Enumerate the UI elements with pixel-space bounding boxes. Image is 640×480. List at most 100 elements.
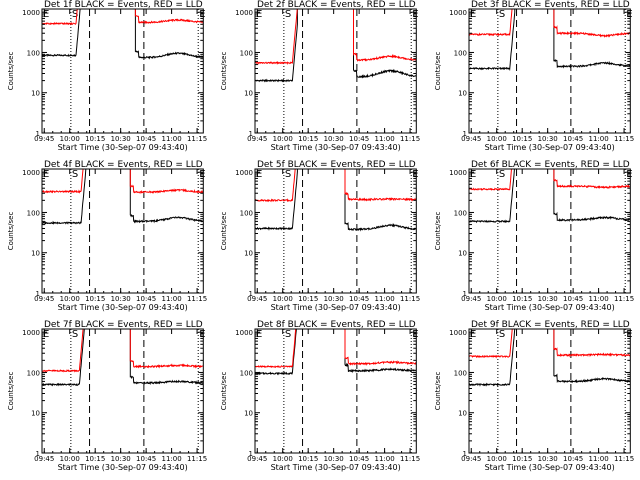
events-series-line [42,329,204,387]
start-marker-label: S [72,9,78,20]
plot-frame [468,328,631,454]
y-tick-label: 1 [463,130,467,138]
panel-title: Det 7f BLACK = Events, RED = LLD [44,320,203,330]
x-tick-label: 10:30 [324,455,344,463]
lld-series-line [42,9,204,26]
y-tick-label: 10 [458,250,467,258]
panel-det-8: Det 8f BLACK = Events, RED = LLDSEE11010… [220,320,420,472]
x-tick-label: 11:15 [400,295,420,303]
x-tick-label: 10:00 [60,455,80,463]
end-marker-label: E [43,329,49,340]
x-tick-label: 09:45 [247,455,267,463]
y-tick-label: 1000 [22,329,40,337]
y-tick-label: 1000 [235,9,253,17]
panel-det-9: Det 9f BLACK = Events, RED = LLDSEE11010… [434,320,634,472]
x-tick-label: 10:15 [512,135,532,143]
lld-series-line [255,9,417,65]
y-tick-label: 10 [244,410,253,418]
x-tick-label: 10:15 [298,455,318,463]
x-tick-label: 10:00 [273,295,293,303]
x-tick-label: 10:30 [324,295,344,303]
end-marker-label: E [470,329,476,340]
y-axis-label: Counts/sec [220,52,228,91]
x-tick-label: 10:15 [512,295,532,303]
panel-title: Det 5f BLACK = Events, RED = LLD [257,160,416,170]
events-series-line [42,9,204,60]
x-axis-label: Start Time (30-Sep-07 09:43:40) [271,463,401,472]
y-axis-label: Counts/sec [434,212,442,251]
plot-frame [254,8,417,134]
y-tick-label: 100 [454,369,467,377]
x-tick-label: 11:00 [375,295,395,303]
x-axis-label: Start Time (30-Sep-07 09:43:40) [271,143,401,152]
x-tick-label: 09:45 [34,135,54,143]
panel-title: Det 1f BLACK = Events, RED = LLD [44,0,203,10]
events-series-line [469,169,631,224]
end-marker-label: E [256,329,262,340]
x-tick-label: 09:45 [461,455,481,463]
events-series-line [255,9,417,83]
start-marker-label: S [499,169,505,180]
panel-det-1: Det 1f BLACK = Events, RED = LLDSEE11010… [7,0,207,152]
x-tick-label: 10:45 [136,455,156,463]
y-axis-label: Counts/sec [434,52,442,91]
y-tick-label: 1000 [235,329,253,337]
y-tick-label: 1 [463,290,467,298]
x-tick-label: 10:45 [563,295,583,303]
lld-series-line [42,169,204,195]
x-tick-label: 10:30 [111,135,131,143]
start-marker-label: S [72,329,78,340]
panel-det-5: Det 5f BLACK = Events, RED = LLDSEE11010… [220,160,420,312]
y-tick-label: 1000 [449,169,467,177]
x-tick-label: 10:00 [487,455,507,463]
y-tick-label: 100 [454,49,467,57]
x-tick-label: 11:15 [187,295,207,303]
x-tick-label: 10:30 [111,295,131,303]
panel-title: Det 3f BLACK = Events, RED = LLD [471,0,630,10]
x-tick-label: 09:45 [247,135,267,143]
x-tick-label: 10:30 [538,135,558,143]
y-tick-label: 10 [31,250,40,258]
x-tick-label: 11:15 [614,135,634,143]
x-tick-label: 10:00 [273,135,293,143]
start-marker-label: S [499,9,505,20]
x-tick-label: 11:15 [400,455,420,463]
events-series-line [42,169,204,225]
start-marker-label: S [285,329,291,340]
y-tick-label: 1000 [449,329,467,337]
x-tick-label: 10:00 [60,135,80,143]
end-marker-label: E [470,169,476,180]
x-axis-label: Start Time (30-Sep-07 09:43:40) [271,303,401,312]
x-tick-label: 10:00 [487,135,507,143]
x-tick-label: 11:15 [187,455,207,463]
x-tick-label: 09:45 [461,135,481,143]
panel-det-2: Det 2f BLACK = Events, RED = LLDSEE11010… [220,0,420,152]
x-axis-label: Start Time (30-Sep-07 09:43:40) [485,143,615,152]
x-tick-label: 10:45 [563,135,583,143]
y-tick-label: 1 [249,290,253,298]
x-axis-label: Start Time (30-Sep-07 09:43:40) [485,463,615,472]
x-tick-label: 10:15 [85,295,105,303]
events-series-line [469,9,631,72]
end-marker-label: E [256,169,262,180]
x-tick-label: 10:15 [85,135,105,143]
plot-frame [468,8,631,134]
x-tick-label: 10:45 [136,135,156,143]
x-axis-label: Start Time (30-Sep-07 09:43:40) [58,303,188,312]
x-tick-label: 11:00 [162,295,182,303]
x-tick-label: 10:15 [298,135,318,143]
events-series-line [255,169,417,232]
y-tick-label: 1 [249,450,253,458]
x-tick-label: 11:15 [400,135,420,143]
x-tick-label: 10:30 [538,455,558,463]
panel-title: Det 6f BLACK = Events, RED = LLD [471,160,630,170]
start-marker-label: S [499,329,505,340]
x-tick-label: 10:00 [273,455,293,463]
x-axis-label: Start Time (30-Sep-07 09:43:40) [58,463,188,472]
panel-det-7: Det 7f BLACK = Events, RED = LLDSEE11010… [7,320,207,472]
x-tick-label: 11:15 [614,455,634,463]
y-tick-label: 1 [36,450,40,458]
y-tick-label: 1000 [235,169,253,177]
y-axis-label: Counts/sec [7,52,15,91]
